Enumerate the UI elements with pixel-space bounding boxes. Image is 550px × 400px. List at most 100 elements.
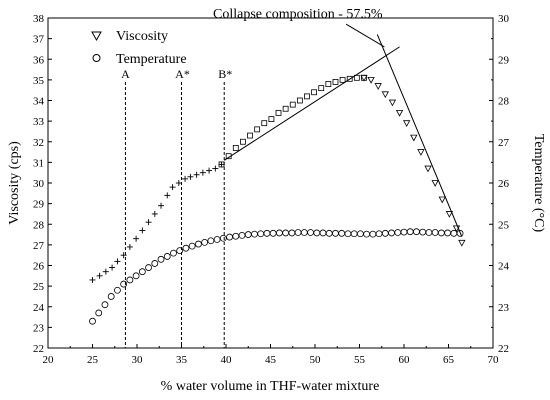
x-tick-label: 20	[43, 354, 55, 366]
temperature-point	[120, 280, 128, 288]
legend-temperature-marker	[92, 54, 101, 62]
viscosity-point	[360, 74, 368, 82]
annotation-layer: A A* B*	[121, 23, 463, 348]
temperature-point	[226, 233, 233, 241]
temperature-point	[170, 249, 177, 257]
viscosity-point	[438, 196, 446, 204]
viscosity-point	[458, 239, 466, 247]
temperature-point	[406, 228, 414, 236]
x-tick-label: 45	[265, 354, 277, 366]
collapse-annotation-label: Collapse composition - 57.5%	[213, 7, 383, 22]
legend-viscosity-label: Viscosity	[116, 29, 168, 44]
temperature-point	[288, 229, 296, 237]
x-tick-label: 30	[132, 354, 144, 366]
temperature-point	[332, 229, 339, 237]
viscosity-point	[325, 81, 332, 87]
viscosity-point	[232, 145, 239, 151]
temperature-point	[157, 255, 165, 263]
viscosity-point	[275, 109, 282, 116]
temperature-point	[338, 229, 346, 237]
temperature-point	[300, 229, 308, 236]
temperature-point	[195, 240, 202, 248]
viscosity-point	[346, 75, 353, 82]
temperature-point	[101, 301, 109, 309]
viscosity-point	[187, 173, 194, 180]
temperature-point	[138, 268, 146, 276]
temperature-point	[450, 229, 458, 237]
viscosity-point	[225, 153, 232, 160]
y-right-tick-label: 29	[498, 54, 510, 66]
y-left-tick-label: 26	[33, 261, 45, 273]
temperature-point	[126, 276, 134, 284]
viscosity-point	[158, 202, 165, 209]
y-left-tick-label: 37	[33, 34, 45, 46]
viscosity-point	[452, 225, 461, 233]
legend-viscosity-marker	[91, 31, 102, 42]
viscosity-point	[182, 175, 189, 182]
axis-ticks: 20 25 30 35 40 45 50 55 60 65 70222324252627282930…	[33, 13, 510, 366]
viscosity-point	[254, 126, 261, 133]
temperature-point	[419, 228, 427, 236]
y-right-tick-label: 28	[498, 96, 510, 108]
y-axis-left-title: Viscosity (cps)	[7, 141, 22, 225]
temperature-point	[219, 234, 227, 242]
viscosity-point	[164, 192, 171, 199]
y-right-tick-label: 26	[498, 178, 510, 190]
temperature-point	[95, 309, 103, 317]
x-tick-label: 60	[399, 354, 411, 366]
temperature-point	[163, 253, 171, 260]
viscosity-point	[304, 93, 310, 100]
temperature-point	[356, 230, 364, 238]
vline-label: B*	[218, 67, 232, 81]
viscosity-point	[175, 180, 182, 186]
viscosity-point	[431, 180, 439, 187]
viscosity-point	[367, 76, 375, 84]
x-tick-label: 65	[443, 354, 455, 366]
temperature-point	[344, 230, 352, 238]
y-left-tick-label: 35	[33, 75, 45, 87]
x-tick-label: 70	[488, 354, 500, 366]
y-right-tick-label: 25	[498, 219, 510, 231]
temperature-point	[244, 231, 252, 238]
y-left-tick-label: 28	[33, 219, 45, 231]
temperature-point	[375, 230, 383, 238]
y-left-tick-label: 33	[33, 116, 45, 128]
viscosity-point	[151, 210, 158, 217]
temperature-point	[381, 229, 389, 237]
temperature-point	[257, 230, 265, 238]
viscosity-point	[199, 169, 206, 176]
temperature-point	[269, 229, 277, 237]
viscosity-point	[102, 268, 109, 275]
viscosity-point	[395, 109, 404, 117]
vline-label: A	[121, 67, 130, 81]
x-tick-label: 40	[221, 354, 233, 366]
temperature-point	[350, 230, 358, 238]
y-left-tick-label: 24	[33, 302, 45, 314]
y-left-tick-label: 29	[33, 199, 45, 211]
temperature-point	[425, 229, 433, 236]
viscosity-point	[218, 161, 225, 168]
viscosity-point	[120, 252, 127, 259]
temperature-point	[182, 244, 190, 252]
viscosity-point	[410, 134, 418, 142]
y-left-tick-label: 23	[33, 322, 45, 334]
temperature-point	[207, 237, 215, 245]
y-left-tick-label: 31	[33, 157, 44, 169]
temperature-point	[456, 229, 464, 237]
y-right-tick-label: 24	[498, 261, 510, 273]
temperature-point	[282, 229, 290, 237]
y-left-tick-label: 22	[33, 343, 44, 355]
viscosity-point	[139, 227, 146, 234]
y-left-tick-label: 30	[33, 178, 45, 190]
viscosity-point	[114, 258, 121, 265]
y-left-tick-label: 38	[33, 13, 45, 25]
temperature-point	[238, 231, 246, 239]
x-axis-title: % water volume in THF-water mixture	[161, 379, 380, 394]
viscosity-point	[218, 161, 225, 168]
x-tick-label: 55	[354, 354, 366, 366]
viscosity-point	[261, 120, 268, 127]
viscosity-point	[282, 105, 289, 112]
temperature-point	[201, 238, 209, 246]
